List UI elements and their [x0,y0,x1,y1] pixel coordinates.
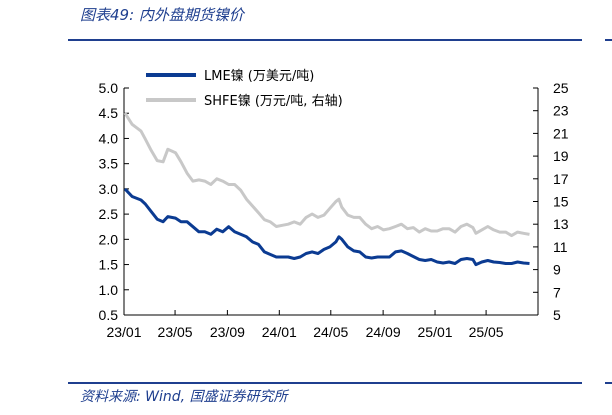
right-tick-label: 25 [553,80,569,96]
left-tick-label: 2.0 [99,231,119,247]
right-tick-label: 11 [553,239,568,255]
series-line-shfe [123,112,530,238]
left-tick-label: 0.5 [99,307,119,323]
right-tick-label: 19 [553,148,569,164]
chart-series [123,112,530,267]
top-divider [68,39,582,41]
left-tick-label: 3.5 [99,156,119,172]
x-tick-label: 24/01 [262,324,297,340]
left-tick-label: 2.5 [99,206,119,222]
right-tick-label: 5 [553,307,561,323]
bottom-divider-end [605,382,612,384]
legend-label-lme: LME镍 (万美元/吨) [204,69,314,84]
legend-label-shfe: SHFE镍 (万元/吨, 右轴) [204,94,343,109]
left-tick-label: 1.0 [99,282,119,298]
x-tick-label: 25/01 [418,324,453,340]
chart: 5.0 4.5 4.0 3.5 3.0 2.5 2.0 1.5 1.0 0.5 25 23 21 19 17… [99,69,569,340]
right-tick-label: 17 [553,171,569,187]
x-tick-label: 23/01 [106,324,141,340]
left-tick-label: 4.0 [99,130,119,146]
chart-legend: LME镍 (万美元/吨) SHFE镍 (万元/吨, 右轴) [146,69,343,109]
x-tick-label: 25/05 [469,324,504,340]
right-tick-label: 21 [553,125,569,141]
right-tick-label: 13 [553,216,569,232]
chart-ticks: 5.0 4.5 4.0 3.5 3.0 2.5 2.0 1.5 1.0 0.5 25 23 21 19 17… [99,80,569,340]
x-tick-label: 23/05 [158,324,193,340]
right-tick-label: 23 [553,103,569,119]
left-tick-label: 4.5 [99,105,119,121]
source-note: 资料来源: Wind, 国盛证券研究所 [80,389,288,405]
x-tick-label: 23/09 [210,324,245,340]
left-tick-label: 5.0 [99,80,119,96]
bottom-divider [68,382,582,384]
right-tick-label: 7 [553,284,561,300]
series-line-lme [123,187,530,267]
top-divider-end [605,39,612,41]
right-tick-label: 15 [553,194,569,210]
right-tick-label: 9 [553,262,561,278]
left-tick-label: 1.5 [99,257,119,273]
x-tick-label: 24/09 [366,324,401,340]
left-tick-label: 3.0 [99,181,119,197]
figure-title: 图表49: 内外盘期货镍价 [80,6,244,24]
chart-axes [123,88,539,316]
x-tick-label: 24/05 [313,324,348,340]
